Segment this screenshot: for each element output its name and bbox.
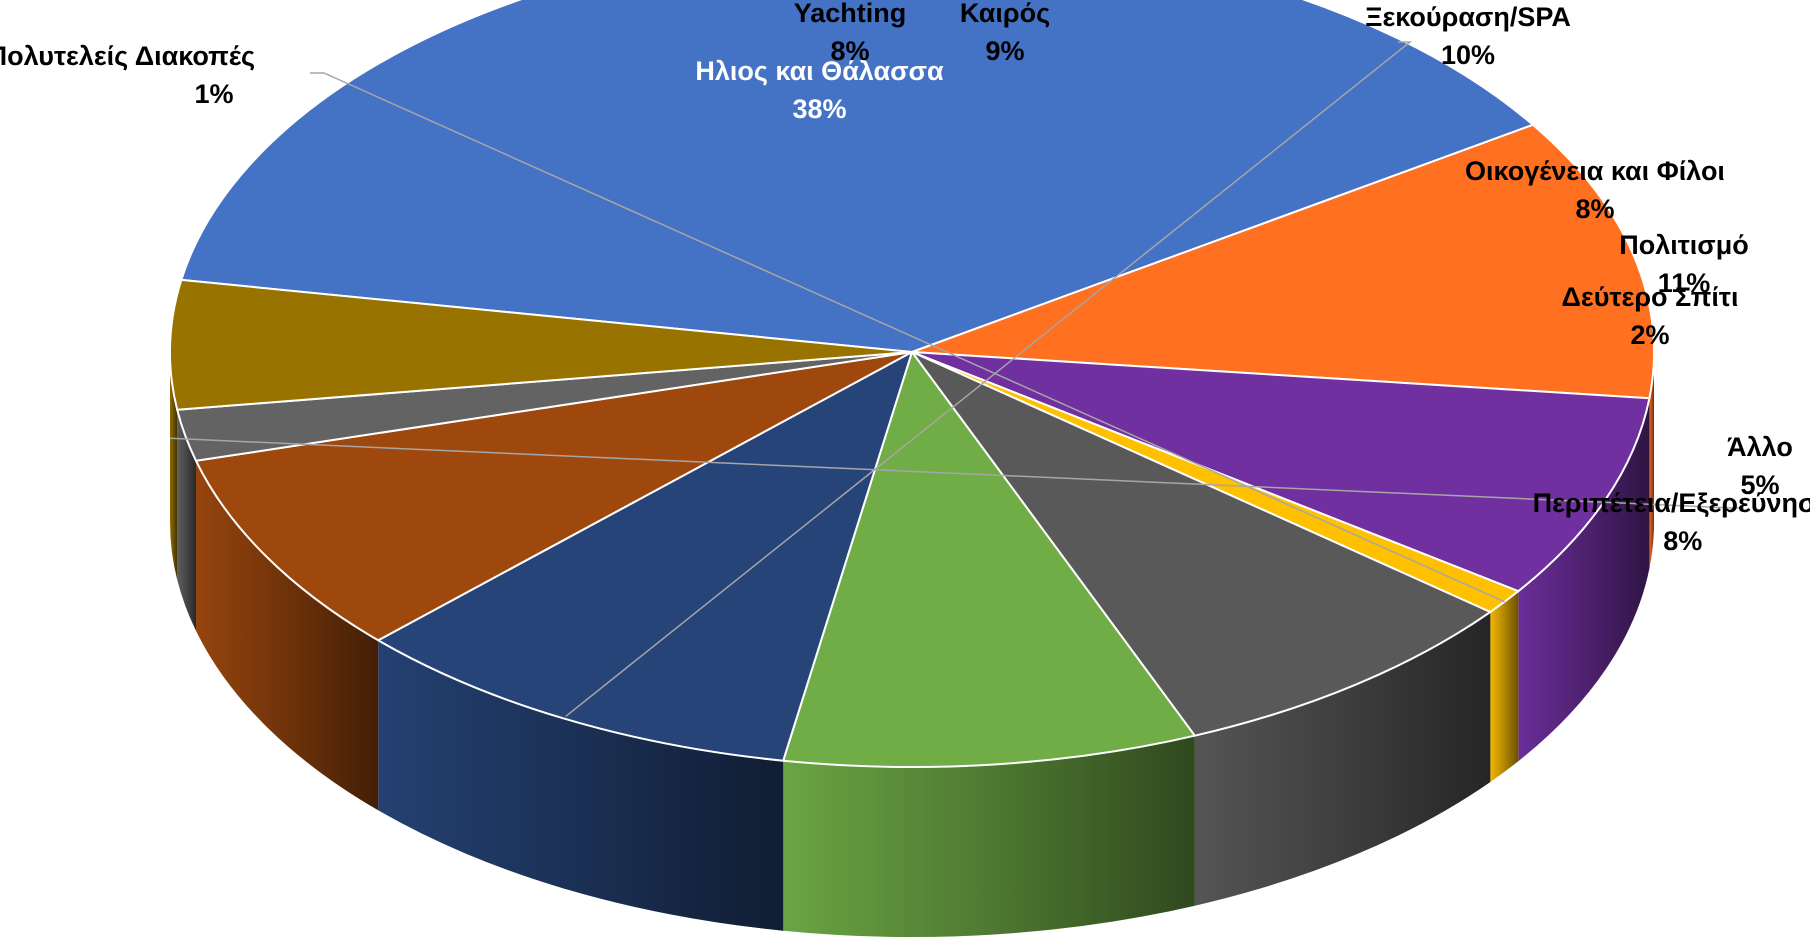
slice-side-καιρός-shade [783,735,1195,938]
data-label-value-περιπέτεια-εξερεύνηση: 8% [1663,526,1702,556]
slice-άλλο [168,278,913,411]
pie-sides [169,352,1654,938]
data-label-value-πολιτισμό: 11% [1658,268,1711,298]
data-label-category-ηλιος-και-θάλασσα: Ηλιος και Θάλασσα [695,56,944,86]
slice-ξεκούραση-spa [377,351,913,762]
data-label-value-yachting: 8% [830,36,869,66]
leader-line-άλλο [170,437,1744,509]
data-label-value-οικογένεια-και-φίλοι: 8% [1575,194,1614,224]
data-label-category-δεύτερο-σπίτι: Δεύτερο Σπίτι [1562,282,1739,312]
data-label-category-άλλο: Άλλο [1727,432,1793,462]
slice-side-άλλο-shade [169,352,178,580]
data-labels: Ηλιος και Θάλασσα 38% Πολιτισμό 11% Περιπέτε… [0,0,1810,556]
slice-οικογένεια-και-φίλοι [195,351,913,642]
slice-side-πολιτισμό-shade [1649,352,1654,569]
data-label-category-πολιτισμό: Πολιτισμό [1619,230,1749,260]
data-label-value-δεύτερο-σπίτι: 2% [1630,320,1669,350]
data-label-value-πολυτελείς-διακοπές: 1% [194,79,233,109]
data-label-category-yachting: Yachting [794,0,907,28]
slice-side-δεύτερο-σπίτι-shade [177,409,196,631]
slice-side-πολυτελείς-διακοπές-shade [1490,591,1519,782]
slice-side-περιπέτεια-εξερεύνηση-shade [1518,398,1650,762]
data-label-category-καιρός: Καιρός [960,0,1050,28]
leader-line-ξεκούραση-spa [565,41,1413,717]
data-label-value-ξεκούραση-spa: 10% [1441,40,1495,70]
label-leader-lines [170,41,1744,717]
data-label-value-ηλιος-και-θάλασσα: 38% [792,94,846,124]
leader-line-πολυτελείς-διακοπές [310,72,1505,603]
data-label-category-πολυτελείς-διακοπές: Πολυτελείς Διακοπές [0,41,255,71]
slice-πολιτισμό [911,123,1655,400]
slice-καιρός [782,351,1196,769]
pie-slices [168,0,1655,769]
data-label-category-οικογένεια-και-φίλοι: Οικογένεια και Φίλοι [1465,156,1725,186]
slice-yachting [911,351,1492,737]
data-label-category-περιπέτεια-εξερεύνηση: Περιπέτεια/Εξερεύνηση [1533,488,1810,518]
data-label-value-άλλο: 5% [1740,470,1779,500]
slice-side-οικογένεια-και-φίλοι-shade [196,460,379,811]
slice-side-yachting-shade [1194,612,1491,906]
data-label-value-καιρός: 9% [985,36,1024,66]
data-label-category-ξεκούραση-spa: Ξεκούραση/SPA [1365,2,1571,32]
slice-περιπέτεια-εξερεύνηση [911,351,1651,593]
slice-ηλιος-και-θάλασσα [180,0,1534,353]
slice-side-ξεκούραση-spa-shade [378,640,784,931]
